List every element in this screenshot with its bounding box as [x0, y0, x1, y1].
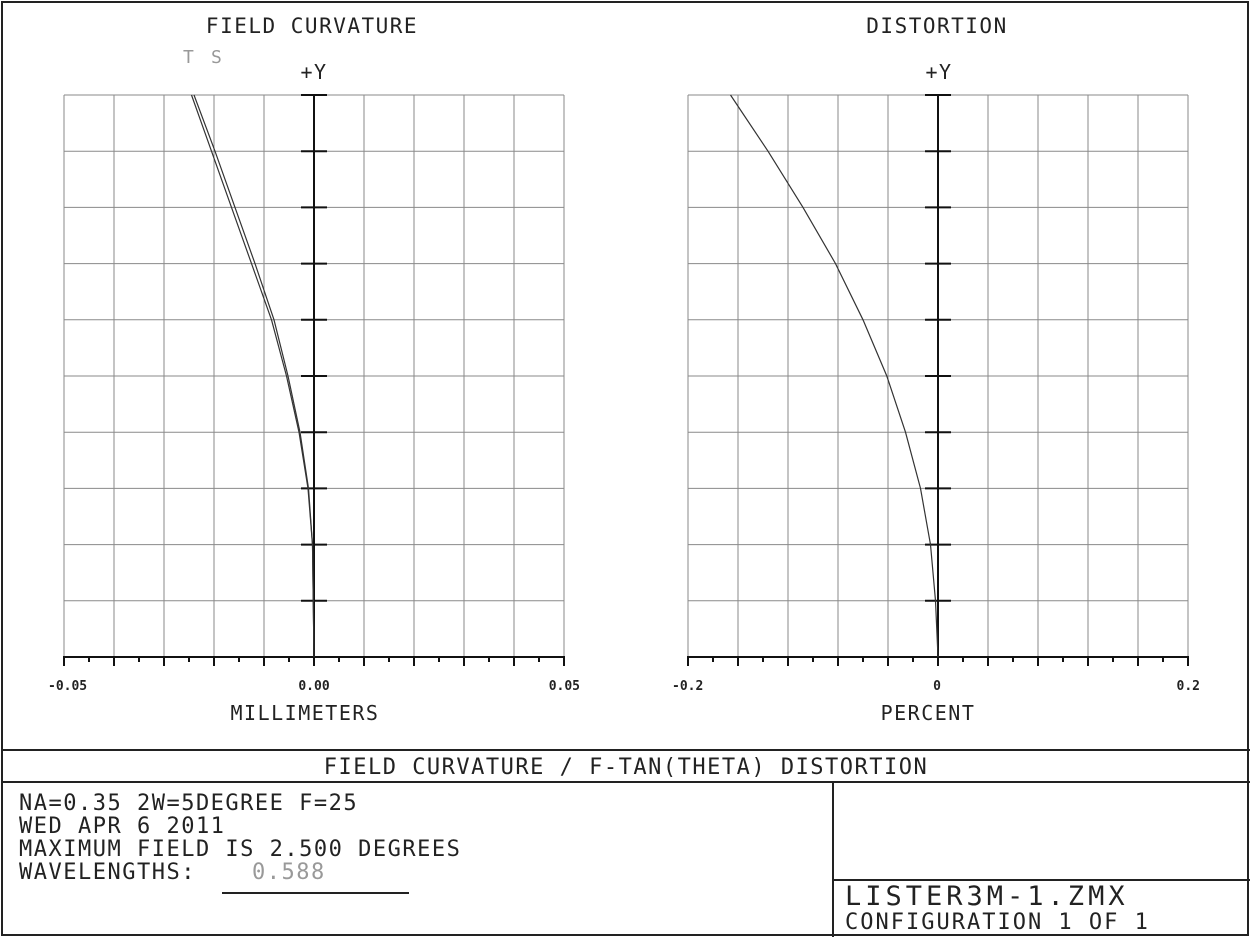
x-axis-label-left: MILLIMETERS: [231, 701, 380, 725]
configuration-label: CONFIGURATION 1 OF 1: [845, 910, 1150, 935]
x-tick-label-right-min: -0.2: [672, 679, 703, 694]
distortion-chart: [687, 94, 1189, 666]
wavelength-value: 0.588: [252, 860, 326, 885]
footer-banner: FIELD CURVATURE / F-TAN(THETA) DISTORTIO…: [324, 755, 929, 780]
chart-title-field-curvature: FIELD CURVATURE: [206, 14, 418, 38]
chart-title-distortion: DISTORTION: [866, 14, 1007, 38]
x-tick-label-left-min: -0.05: [48, 679, 87, 694]
x-tick-label-right-max: 0.2: [1177, 679, 1200, 694]
field-curvature-chart: [63, 94, 565, 666]
wavelengths-label: WAVELENGTHS:: [19, 860, 196, 885]
legend-t: T: [183, 47, 197, 68]
x-tick-label-left-max: 0.05: [549, 679, 580, 694]
footer-line-1: NA=0.35 2W=5DEGREE F=25: [19, 791, 358, 816]
series-line-0: [730, 94, 939, 658]
x-tick-label-left-mid: 0.00: [298, 679, 329, 694]
x-tick-label-right-mid: 0: [933, 679, 941, 694]
y-axis-label-right: +Y: [925, 60, 952, 84]
x-axis-label-right: PERCENT: [881, 701, 976, 725]
legend-s: S: [211, 47, 222, 68]
footer-line-2: WED APR 6 2011: [19, 814, 225, 839]
series-line-s: [193, 94, 315, 658]
footer-line-3: MAXIMUM FIELD IS 2.500 DEGREES: [19, 837, 461, 862]
file-name: LISTER3M-1.ZMX: [845, 881, 1129, 912]
y-axis-label-left: +Y: [300, 60, 327, 84]
